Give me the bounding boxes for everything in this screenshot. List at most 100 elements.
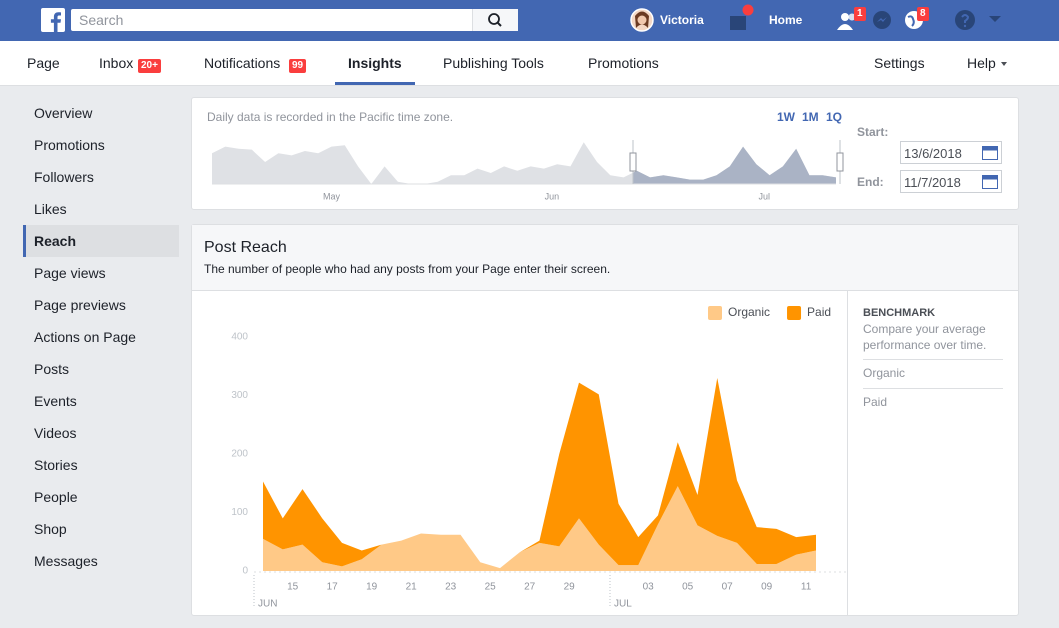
legend-label: Paid — [807, 305, 831, 319]
x-tick-label: 15 — [287, 582, 299, 593]
y-tick-label: 200 — [231, 449, 248, 460]
sidebar-item[interactable]: Promotions — [34, 137, 105, 153]
sidebar-item[interactable]: Overview — [34, 105, 93, 121]
divider — [863, 359, 1003, 360]
x-tick-label: 11 — [801, 582, 812, 593]
user-name[interactable]: Victoria — [660, 13, 704, 27]
month-label: JUL — [614, 599, 632, 610]
tab[interactable]: Notifications — [204, 55, 281, 71]
sidebar-item[interactable]: Stories — [34, 457, 78, 473]
x-tick-label: 09 — [761, 582, 773, 593]
sidebar-item[interactable]: Shop — [34, 521, 67, 537]
legend-swatch — [708, 306, 722, 320]
tab[interactable]: Page — [27, 55, 60, 71]
sidebar-selected — [23, 225, 179, 257]
tab[interactable]: Promotions — [588, 55, 659, 71]
benchmark-title: BENCHMARK — [863, 307, 936, 319]
y-tick-label: 400 — [231, 332, 248, 343]
search-placeholder: Search — [79, 12, 124, 28]
overview-selected-area — [633, 146, 836, 184]
tab-active[interactable]: Insights — [348, 55, 402, 71]
page-tabs: Page Inbox 20+ Notifications 99 Insights… — [0, 41, 1059, 86]
sidebar-item[interactable]: Reach — [34, 233, 77, 249]
calendar-icon[interactable] — [982, 175, 998, 189]
month-label: JUN — [258, 599, 277, 610]
x-tick-label: 25 — [485, 582, 497, 593]
sidebar-item[interactable]: Messages — [34, 553, 98, 569]
x-tick-label: 17 — [327, 582, 339, 593]
range-button[interactable]: 1Q — [826, 110, 843, 124]
sidebar-item[interactable]: Likes — [34, 201, 67, 217]
tab-badge: 20+ — [138, 59, 161, 73]
chart-subtitle: The number of people who had any posts f… — [204, 262, 611, 276]
legend-swatch — [787, 306, 802, 320]
help-icon[interactable] — [954, 9, 976, 31]
page-icon[interactable] — [726, 2, 756, 36]
help-caret — [1001, 62, 1007, 66]
overview-x-label: May — [323, 191, 341, 201]
top-bar: Search Victoria Home 1 8 — [0, 0, 1059, 41]
legend-label: Organic — [728, 305, 770, 319]
x-tick-label: 23 — [445, 582, 457, 593]
start-input[interactable]: 13/6/2018 — [900, 141, 1002, 164]
search-box[interactable]: Search — [71, 9, 518, 31]
x-tick-label: 29 — [564, 582, 576, 593]
sidebar-item[interactable]: Page views — [34, 265, 106, 281]
area-0 — [263, 486, 816, 571]
avatar[interactable] — [630, 8, 654, 32]
end-label: End: — [857, 175, 884, 189]
sidebar-item[interactable]: Actions on Page — [34, 329, 136, 345]
chart-title: Post Reach — [204, 239, 287, 256]
y-tick-label: 300 — [231, 390, 248, 401]
x-tick-label: 03 — [643, 582, 655, 593]
selection-handle[interactable] — [836, 152, 844, 172]
y-tick-label: 0 — [242, 566, 248, 577]
x-tick-label: 05 — [682, 582, 694, 593]
end-date: 11/7/2018 — [904, 175, 961, 190]
menu-caret[interactable] — [988, 14, 1002, 24]
divider — [863, 388, 1003, 389]
range-button[interactable]: 1M — [802, 110, 819, 124]
overview-x-label: Jun — [545, 191, 560, 201]
tab[interactable]: Help — [967, 55, 996, 71]
benchmark-item[interactable]: Organic — [863, 366, 906, 380]
panel-header — [192, 225, 1018, 291]
x-tick-label: 19 — [366, 582, 378, 593]
sidebar-item[interactable]: Posts — [34, 361, 70, 377]
x-tick-label: 27 — [524, 582, 536, 593]
selection-handle[interactable] — [629, 152, 637, 172]
x-tick-label: 21 — [406, 582, 418, 593]
search-button[interactable] — [472, 9, 518, 31]
home-link[interactable]: Home — [769, 13, 803, 27]
benchmark-item[interactable]: Paid — [863, 395, 888, 409]
x-tick-label: 07 — [722, 582, 734, 593]
sidebar-item[interactable]: People — [34, 489, 78, 505]
sidebar-item[interactable]: Followers — [34, 169, 94, 185]
sidebar-item[interactable]: Page previews — [34, 297, 126, 313]
end-input[interactable]: 11/7/2018 — [900, 170, 1002, 193]
y-tick-label: 100 — [231, 507, 248, 518]
tab-badge: 99 — [289, 59, 307, 73]
start-label: Start: — [857, 125, 889, 139]
timezone-note: Daily data is recorded in the Pacific ti… — [207, 110, 454, 124]
start-date: 13/6/2018 — [904, 146, 962, 161]
calendar-icon[interactable] — [982, 146, 998, 160]
messenger-icon[interactable] — [871, 9, 893, 31]
range-button[interactable]: 1W — [777, 110, 795, 124]
overview-x-label: Jul — [759, 191, 771, 201]
divider — [847, 290, 848, 616]
friends-badge: 1 — [854, 7, 866, 21]
tab-underline — [335, 82, 415, 85]
notifications-badge: 8 — [917, 7, 929, 21]
friends-icon[interactable] — [836, 10, 860, 32]
logo[interactable] — [41, 8, 65, 32]
area-1 — [263, 377, 816, 569]
sidebar-item[interactable]: Events — [34, 393, 77, 409]
tab[interactable]: Inbox — [99, 55, 134, 71]
benchmark-text: Compare your average performance over ti… — [863, 322, 987, 352]
sidebar-item[interactable]: Videos — [34, 425, 77, 441]
tab[interactable]: Publishing Tools — [443, 55, 544, 71]
tab[interactable]: Settings — [874, 55, 925, 71]
